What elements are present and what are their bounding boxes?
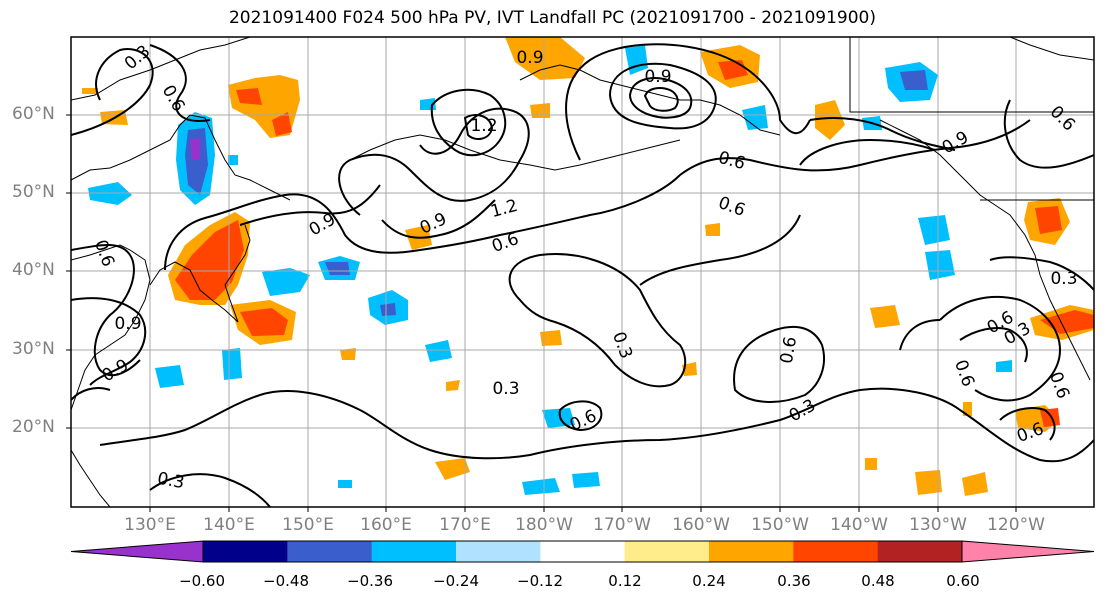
contour-label: 0.9	[114, 314, 141, 334]
colorbar-tick-012: 0.12	[608, 572, 642, 590]
contour-label: 0.3	[1050, 269, 1077, 289]
colorbar-tick-neg024: −0.24	[433, 572, 479, 590]
pv-contours	[71, 43, 1094, 507]
plot-frame	[70, 36, 1095, 508]
colorbar-tick-neg012: −0.12	[517, 572, 563, 590]
axis-ticks	[66, 114, 1017, 512]
colorbar-tick-036: 0.36	[777, 572, 811, 590]
colorbar-tick-024: 0.24	[692, 572, 726, 590]
lat-label-20n: 20°N	[12, 417, 55, 437]
contour-label: 1.2	[470, 116, 497, 136]
negative-shading	[88, 45, 1012, 495]
lon-label-140e: 140°E	[203, 515, 255, 535]
lon-label-130e: 130°E	[124, 515, 176, 535]
lon-label-170e: 170°E	[439, 515, 491, 535]
lon-label-120w: 120°W	[987, 515, 1045, 535]
lat-label-30n: 30°N	[12, 339, 55, 359]
colorbar-tick-neg060: −0.60	[179, 572, 225, 590]
lat-label-60n: 60°N	[12, 104, 55, 124]
lon-label-130w: 130°W	[909, 515, 967, 535]
lon-label-150w: 150°W	[751, 515, 809, 535]
graticule	[71, 37, 1094, 507]
colorbar-tick-048: 0.48	[861, 572, 895, 590]
lon-label-170w: 170°W	[593, 515, 651, 535]
contour-label: 0.6	[777, 335, 801, 365]
lon-label-160e: 160°E	[360, 515, 412, 535]
lon-label-150e: 150°E	[282, 515, 334, 535]
lon-label-180w: 180°W	[515, 515, 573, 535]
lat-label-50n: 50°N	[12, 182, 55, 202]
contour-label: 0.3	[156, 469, 186, 493]
colorbar-tick-060: 0.60	[946, 572, 980, 590]
coastlines	[71, 37, 1094, 507]
lon-label-140w: 140°W	[830, 515, 888, 535]
lon-label-160w: 160°W	[672, 515, 730, 535]
lat-label-40n: 40°N	[12, 260, 55, 280]
contour-label: 0.3	[492, 379, 519, 399]
contour-label: 0.9	[516, 48, 543, 68]
map-title: 2021091400 F024 500 hPa PV, IVT Landfall…	[228, 8, 876, 28]
colorbar-tick-neg048: −0.48	[263, 572, 309, 590]
contour-label: 0.9	[644, 67, 671, 87]
colorbar-tick-neg036: −0.36	[347, 572, 393, 590]
